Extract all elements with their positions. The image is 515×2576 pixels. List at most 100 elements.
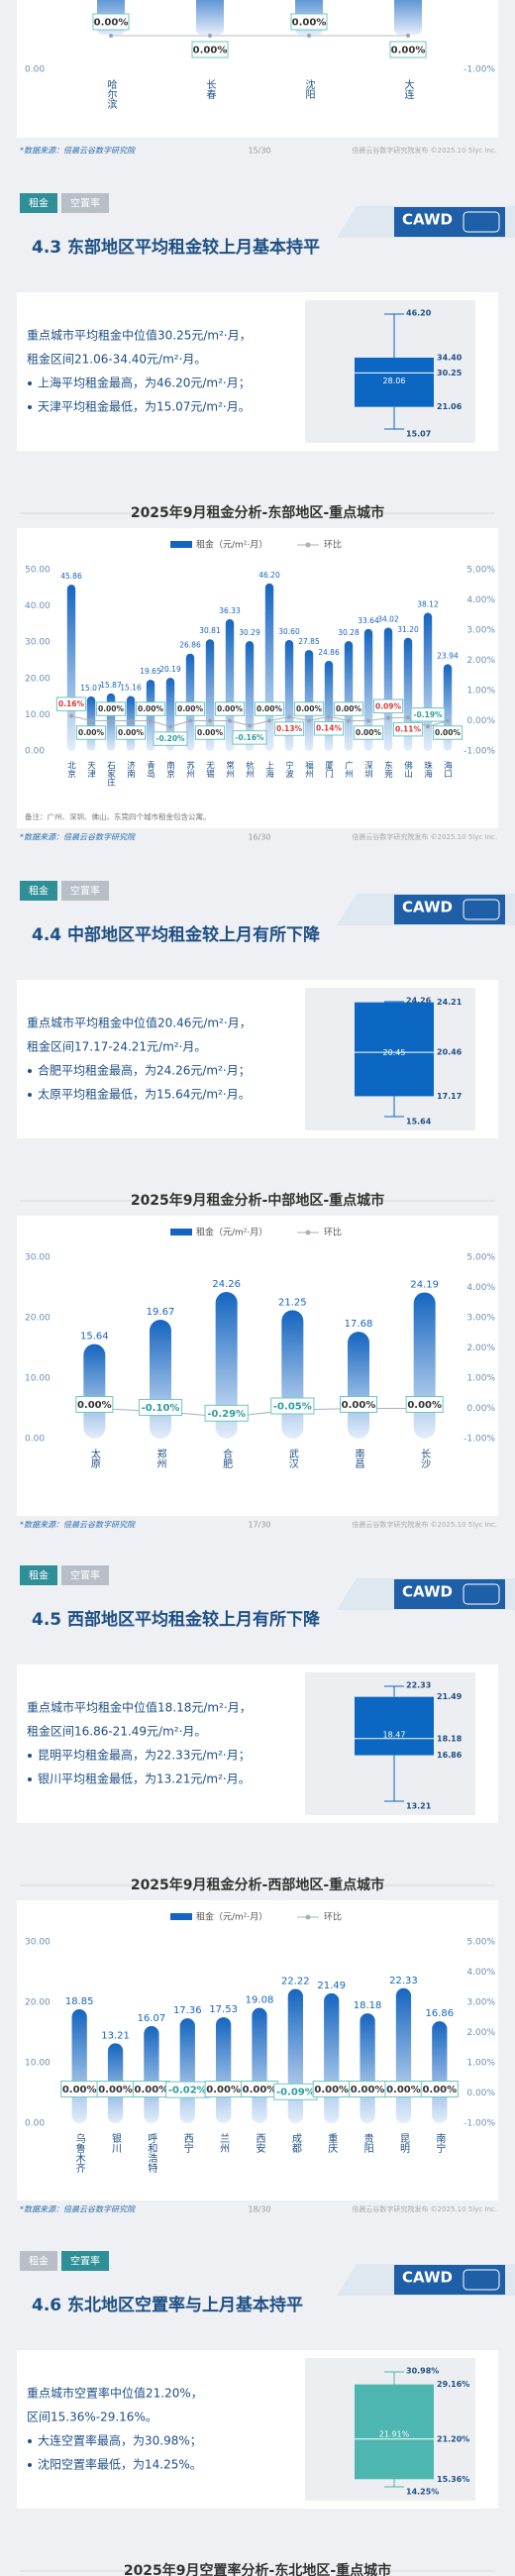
footer-credit: 倍晨云谷数字研究院发布 ©2025.10 5lyc Inc. xyxy=(352,1520,497,1529)
legend-label: 环比 xyxy=(324,1911,342,1923)
bar-value-label: 17.68 xyxy=(345,1319,373,1330)
change-label: -0.16% xyxy=(235,733,264,742)
change-label: 0.00% xyxy=(118,728,145,737)
trend-dot xyxy=(228,718,232,723)
tab-label: 空置率 xyxy=(70,2255,100,2268)
change-label: 0.00% xyxy=(197,728,224,737)
trend-dot xyxy=(426,724,430,729)
change-label: -0.29% xyxy=(207,1409,246,1420)
bar-value-label: 19.65 xyxy=(140,667,161,676)
chart-title: 2025年9月租金分析-中部地区-重点城市 xyxy=(131,1192,384,1209)
change-label: 0.00% xyxy=(135,2085,169,2095)
y2-tick-label: 0.00% xyxy=(466,2089,495,2098)
logo-mark xyxy=(463,211,500,233)
trend-dot xyxy=(208,34,212,38)
summary-line: 区间15.36%-29.16%。 xyxy=(27,2411,157,2424)
change-label-box xyxy=(115,725,147,740)
bar-value-label: 18.85 xyxy=(65,1996,94,2007)
footer-credit: 倍晨云谷数字研究院发布 ©2025.10 5lyc Inc. xyxy=(352,146,497,155)
footer-credit: 倍晨云谷数字研究院发布 ©2025.10 5lyc Inc. xyxy=(352,2204,497,2213)
y2-tick-label: -1.00% xyxy=(464,1435,495,1445)
x-tick-label: 东莞 xyxy=(383,760,393,779)
bar xyxy=(324,1992,340,2123)
legend-label: 租金（元/m²·月） xyxy=(196,1911,267,1923)
trend-dot xyxy=(109,34,113,38)
source-note: *数据来源：倍晨云谷数字研究院 xyxy=(20,2205,137,2214)
change-label: 0.00% xyxy=(217,704,244,713)
change-label: 0.00% xyxy=(77,1400,112,1411)
legend-swatch xyxy=(170,1913,192,1920)
x-tick-label: 青岛 xyxy=(146,760,155,779)
bar-value-label: 31.20 xyxy=(397,625,419,634)
bullet-dot xyxy=(28,2439,32,2443)
x-tick-label: 银川 xyxy=(110,2132,122,2153)
y-tick-label: 10.00 xyxy=(25,2059,51,2069)
y2-tick-label: 4.00% xyxy=(466,595,495,605)
change-label: 0.00% xyxy=(98,2085,133,2095)
chart-title: 2025年9月租金分析-东部地区-重点城市 xyxy=(131,504,384,521)
bar-fragment xyxy=(394,0,422,35)
bar xyxy=(264,583,274,751)
q1-label: 21.06 xyxy=(437,402,463,411)
min-label: 14.25% xyxy=(406,2488,439,2497)
change-label: 0.00% xyxy=(257,704,283,713)
bullet-dot xyxy=(28,1777,32,1781)
y2-tick-label: 2.00% xyxy=(466,2028,495,2038)
section-title: 4.3 东部地区平均租金较上月基本持平 xyxy=(32,237,320,258)
q3-label: 24.21 xyxy=(437,998,463,1007)
legend-swatch xyxy=(305,542,311,548)
tab-label: 租金 xyxy=(29,885,49,898)
logo-mark xyxy=(463,899,500,920)
legend-label: 环比 xyxy=(324,539,342,551)
change-label: 0.00% xyxy=(193,46,228,56)
y-tick-label: 0.00 xyxy=(25,747,45,757)
source-note: *数据来源：倍晨云谷数字研究院 xyxy=(20,147,137,156)
q1-label: 15.36% xyxy=(437,2475,469,2484)
x-tick-label: 福州 xyxy=(304,760,314,778)
bar-value-label: 15.64 xyxy=(80,1332,109,1342)
bar xyxy=(432,2021,448,2123)
change-label-box xyxy=(270,1397,315,1415)
change-label-box xyxy=(313,720,345,736)
legend-swatch xyxy=(170,1229,192,1235)
median-label: 18.18 xyxy=(437,1734,463,1743)
x-tick-label: 海口 xyxy=(443,760,453,778)
x-tick-label: 武汉 xyxy=(286,1448,298,1469)
bar xyxy=(413,1292,436,1439)
x-tick-label: 厦门 xyxy=(324,761,334,779)
y2-tick-label: 1.00% xyxy=(466,687,495,697)
bar-value-label: 22.33 xyxy=(389,1976,418,1986)
change-label-box xyxy=(138,1399,183,1417)
change-label-box xyxy=(214,701,246,716)
page-number: 17/30 xyxy=(248,1521,270,1530)
bar xyxy=(126,696,136,751)
tab-label: 空置率 xyxy=(70,1569,100,1582)
summary-bullet: 昆明平均租金最高，为22.33元/m²·月； xyxy=(38,1748,251,1763)
bar-value-label: 13.21 xyxy=(101,2030,130,2041)
y2-tick-label: -1.00% xyxy=(464,747,495,757)
y2-tick-label: 5.00% xyxy=(466,1938,495,1948)
y2-tick-label: 5.00% xyxy=(466,566,495,576)
trend-dot xyxy=(307,718,311,723)
mean-label: 28.06 xyxy=(383,376,406,385)
logo-text: CAWD xyxy=(402,211,453,229)
chart-card xyxy=(17,528,498,828)
change-label: 0.00% xyxy=(314,2085,349,2095)
bar xyxy=(86,696,96,751)
section-title: 4.6 东北地区空置率与上月基本持平 xyxy=(32,2295,303,2315)
y-tick-label: 40.00 xyxy=(25,601,51,611)
legend-label: 租金（元/m²·月） xyxy=(196,539,267,551)
change-label-box xyxy=(254,701,285,716)
x-tick-label: 大连 xyxy=(402,78,414,100)
bar-value-label: 17.53 xyxy=(209,2004,238,2015)
x-tick-label: 珠海 xyxy=(423,760,433,779)
tab-label: 空置率 xyxy=(70,197,100,210)
x-tick-label: 昆明 xyxy=(397,2133,409,2154)
y-tick-label: 50.00 xyxy=(25,566,51,576)
change-label-box xyxy=(204,1404,249,1422)
bullet-dot xyxy=(28,381,32,385)
change-label: 0.00% xyxy=(138,704,164,713)
bar-value-label: 18.18 xyxy=(354,2000,382,2011)
y2-tick-label: 4.00% xyxy=(466,1968,495,1978)
